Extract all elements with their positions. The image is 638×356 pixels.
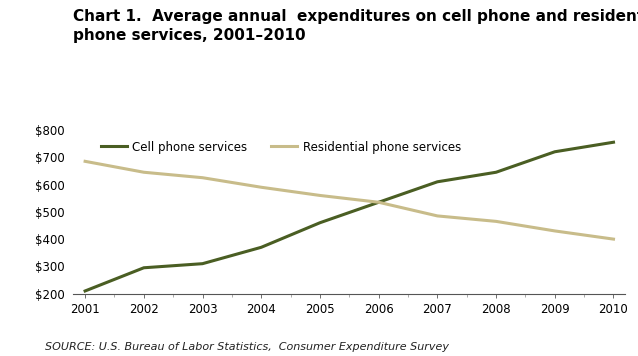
- Residential phone services: [375, 200, 383, 204]
- Cell phone services: [81, 289, 89, 293]
- Cell phone services: [434, 180, 441, 184]
- Cell phone services: [198, 262, 206, 266]
- Cell phone services: [493, 170, 500, 174]
- Residential phone services: [316, 193, 323, 198]
- Residential phone services: [551, 229, 559, 233]
- Residential phone services: [434, 214, 441, 218]
- Cell phone services: [257, 245, 265, 250]
- Cell phone services: [316, 221, 323, 225]
- Residential phone services: [257, 185, 265, 189]
- Cell phone services: [610, 140, 618, 145]
- Legend: Cell phone services, Residential phone services: Cell phone services, Residential phone s…: [96, 136, 466, 158]
- Cell phone services: [551, 150, 559, 154]
- Residential phone services: [140, 170, 147, 174]
- Residential phone services: [198, 176, 206, 180]
- Residential phone services: [493, 219, 500, 224]
- Line: Cell phone services: Cell phone services: [85, 142, 614, 291]
- Residential phone services: [610, 237, 618, 241]
- Line: Residential phone services: Residential phone services: [85, 161, 614, 239]
- Text: Chart 1.  Average annual  expenditures on cell phone and residential
phone servi: Chart 1. Average annual expenditures on …: [73, 9, 638, 42]
- Residential phone services: [81, 159, 89, 163]
- Cell phone services: [375, 200, 383, 204]
- Cell phone services: [140, 266, 147, 270]
- Text: SOURCE: U.S. Bureau of Labor Statistics,  Consumer Expenditure Survey: SOURCE: U.S. Bureau of Labor Statistics,…: [45, 342, 449, 352]
